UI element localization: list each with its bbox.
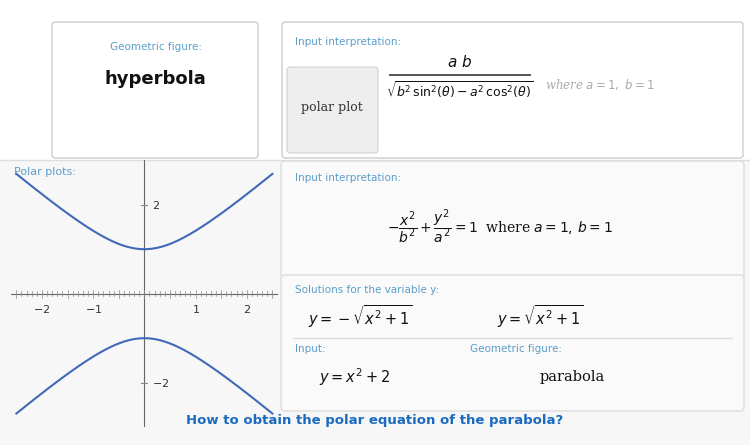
- FancyBboxPatch shape: [281, 275, 744, 411]
- FancyBboxPatch shape: [282, 22, 743, 158]
- Text: parabola: parabola: [540, 370, 605, 384]
- Text: Input interpretation:: Input interpretation:: [295, 173, 401, 183]
- FancyBboxPatch shape: [287, 67, 378, 153]
- Text: $2$: $2$: [243, 303, 250, 316]
- Text: $-\dfrac{x^2}{b^2} + \dfrac{y^2}{a^2} = 1\;$ where $a = 1,\, b = 1$: $-\dfrac{x^2}{b^2} + \dfrac{y^2}{a^2} = …: [387, 208, 613, 246]
- Text: $y = -\sqrt{x^2+1}$: $y = -\sqrt{x^2+1}$: [308, 303, 413, 331]
- Text: Input:: Input:: [295, 344, 326, 354]
- Text: Geometric figure:: Geometric figure:: [110, 42, 202, 52]
- Text: Polar plots:: Polar plots:: [14, 167, 76, 177]
- Text: Solutions for the variable y:: Solutions for the variable y:: [295, 285, 440, 295]
- Text: Geometric figure:: Geometric figure:: [470, 344, 562, 354]
- Text: $-2$: $-2$: [152, 377, 170, 388]
- Bar: [56, 149, 254, 157]
- Text: polar plot: polar plot: [301, 101, 363, 114]
- Text: $-2$: $-2$: [33, 303, 50, 316]
- Bar: [0, 0, 750, 160]
- Text: $y = x^2 + 2$: $y = x^2 + 2$: [320, 366, 391, 388]
- Text: $\sqrt{b^2\,\mathrm{sin}^2(\theta) - a^2\,\mathrm{cos}^2(\theta)}$: $\sqrt{b^2\,\mathrm{sin}^2(\theta) - a^2…: [386, 80, 534, 101]
- Bar: [286, 149, 739, 157]
- Text: $y = \sqrt{x^2+1}$: $y = \sqrt{x^2+1}$: [496, 303, 584, 331]
- FancyBboxPatch shape: [52, 22, 258, 158]
- Text: Input interpretation:: Input interpretation:: [295, 37, 401, 47]
- Text: $1$: $1$: [191, 303, 200, 316]
- Text: $a\ b$: $a\ b$: [448, 54, 472, 70]
- Text: $2$: $2$: [152, 199, 160, 210]
- Text: hyperbola: hyperbola: [104, 70, 206, 88]
- FancyBboxPatch shape: [281, 161, 744, 279]
- Text: where $a = 1,\ b = 1$: where $a = 1,\ b = 1$: [545, 77, 655, 93]
- Text: How to obtain the polar equation of the parabola?: How to obtain the polar equation of the …: [186, 414, 564, 427]
- Text: $-1$: $-1$: [85, 303, 102, 316]
